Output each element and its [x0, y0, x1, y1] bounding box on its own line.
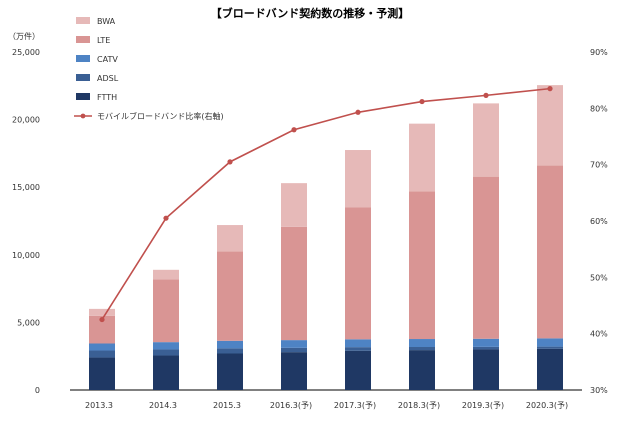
bar-segment-catv	[217, 340, 243, 349]
bar-segment-adsl	[409, 347, 435, 351]
ratio-point	[291, 127, 297, 133]
bar-segment-catv	[473, 338, 499, 347]
x-tick-label: 2017.3(予)	[334, 401, 376, 410]
bar-segment-ftth	[281, 352, 307, 390]
bar-segment-ftth	[153, 355, 179, 390]
bar-segment-ftth	[345, 350, 371, 390]
x-tick-label: 2018.3(予)	[398, 401, 440, 410]
x-tick-label: 2014.3	[149, 401, 177, 410]
bar-segment-bwa	[281, 183, 307, 227]
legend-label: FTTH	[97, 93, 117, 102]
bar-segment-lte	[537, 165, 563, 339]
bar-segment-bwa	[89, 308, 115, 316]
bar-segment-adsl	[281, 347, 307, 353]
bar-segment-adsl	[473, 346, 499, 350]
y-tick-label: 0	[35, 386, 40, 395]
legend-swatch-lte	[76, 36, 90, 43]
bar-segment-catv	[345, 339, 371, 348]
y2-tick-label: 70%	[590, 161, 608, 170]
bar-segment-lte	[473, 176, 499, 339]
legend-label: ADSL	[97, 74, 119, 83]
y2-tick-label: 90%	[590, 48, 608, 57]
y-tick-label: 10,000	[12, 251, 40, 260]
y-tick-label: 20,000	[12, 116, 40, 125]
bar-segment-adsl	[217, 348, 243, 354]
legend-swatch-ratio-point	[80, 113, 86, 119]
y-axis-ticks: 0 5,000 10,000 15,000 20,000 25,000	[12, 48, 40, 395]
y-tick-label: 15,000	[12, 183, 40, 192]
bar-segment-bwa	[537, 85, 563, 166]
bar-segment-lte	[217, 251, 243, 341]
ratio-point	[227, 159, 233, 165]
bar-segment-catv	[89, 343, 115, 351]
y2-tick-label: 30%	[590, 386, 608, 395]
bar-segment-bwa	[153, 269, 179, 280]
bar-segment-catv	[537, 338, 563, 347]
ratio-point	[419, 98, 425, 105]
legend-swatch-adsl	[76, 74, 90, 81]
bar-segment-adsl	[89, 350, 115, 358]
ratio-line-layer	[99, 86, 553, 323]
bar-segment-catv	[153, 342, 179, 350]
x-tick-label: 2013.3	[85, 401, 113, 410]
y2-tick-label: 50%	[590, 273, 608, 282]
bar-segment-catv	[281, 340, 307, 348]
ratio-point	[99, 316, 105, 323]
legend-label: LTE	[97, 36, 110, 45]
bar-segment-adsl	[537, 346, 563, 349]
bar-segment-lte	[345, 207, 371, 340]
bar-segment-bwa	[217, 225, 243, 252]
legend-swatch-ftth	[76, 93, 90, 100]
bar-segment-lte	[281, 226, 307, 341]
bar-segment-ftth	[537, 348, 563, 390]
ratio-point	[483, 92, 489, 98]
x-tick-label: 2020.3(予)	[526, 401, 568, 410]
ratio-point	[163, 215, 169, 221]
x-tick-label: 2015.3	[213, 401, 241, 410]
ratio-point	[547, 86, 553, 92]
bar-segment-bwa	[409, 123, 435, 192]
chart-title: 【ブロードバンド契約数の推移・予測】	[211, 6, 410, 20]
bar-segment-ftth	[89, 357, 115, 390]
bar-segment-adsl	[153, 349, 179, 356]
y-tick-label: 5,000	[17, 318, 40, 327]
y2-tick-label: 60%	[590, 217, 608, 226]
y-axis-label: （万件）	[8, 31, 40, 41]
legend: BWA LTE CATV ADSL FTTH モバイルブロードバンド比率(右軸)	[74, 17, 224, 121]
ratio-point	[355, 109, 361, 115]
legend-swatch-catv	[76, 55, 90, 62]
legend-swatch-bwa	[76, 17, 90, 24]
bar-segment-ftth	[473, 349, 499, 390]
bars	[89, 85, 563, 390]
bar-segment-lte	[409, 191, 435, 340]
bar-segment-ftth	[409, 350, 435, 390]
y-tick-label: 25,000	[12, 48, 40, 57]
y2-tick-label: 80%	[590, 104, 608, 113]
x-axis-ticks: 2013.3 2014.3 2015.3 2016.3(予) 2017.3(予) 2018…	[85, 401, 568, 410]
legend-label: BWA	[97, 17, 116, 26]
legend-label: モバイルブロードバンド比率(右軸)	[97, 111, 224, 121]
bar-segment-lte	[153, 279, 179, 343]
bar-segment-ftth	[217, 353, 243, 390]
x-tick-label: 2016.3(予)	[270, 401, 312, 410]
bar-segment-catv	[409, 339, 435, 348]
bar-segment-bwa	[473, 103, 499, 177]
y2-axis-ticks: 30% 40% 50% 60% 70% 80% 90%	[590, 48, 608, 395]
ratio-line	[101, 87, 551, 321]
bar-segment-bwa	[345, 150, 371, 208]
bar-segment-adsl	[345, 347, 371, 351]
y2-tick-label: 40%	[590, 330, 608, 339]
x-tick-label: 2019.3(予)	[462, 401, 504, 410]
legend-label: CATV	[97, 55, 118, 64]
